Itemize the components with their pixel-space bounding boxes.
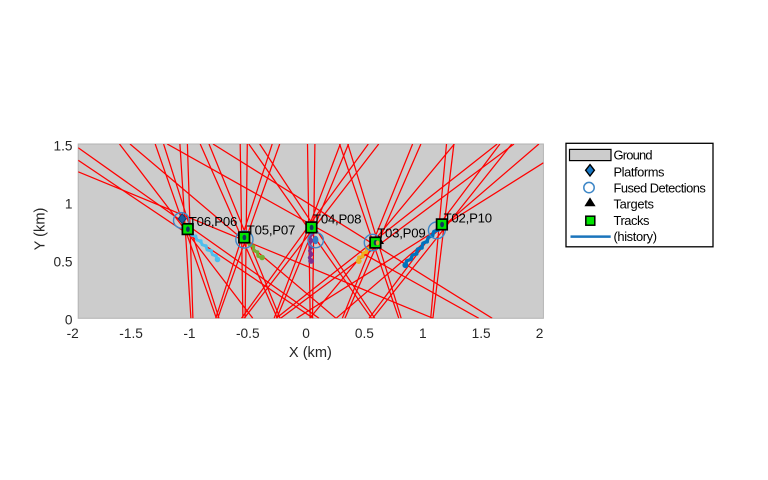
svg-text:0: 0 (302, 326, 310, 341)
svg-text:T06,P06: T06,P06 (189, 214, 238, 229)
svg-text:1: 1 (65, 196, 73, 211)
svg-text:1.5: 1.5 (472, 326, 491, 341)
svg-text:Platforms: Platforms (614, 164, 665, 179)
svg-text:X (km): X (km) (289, 345, 332, 361)
svg-text:-0.5: -0.5 (236, 326, 260, 341)
svg-text:T05,P07: T05,P07 (247, 222, 295, 237)
svg-text:0.5: 0.5 (355, 326, 374, 341)
svg-text:0.5: 0.5 (53, 255, 72, 270)
svg-text:T03,P09: T03,P09 (377, 226, 426, 241)
svg-text:1: 1 (419, 326, 427, 341)
svg-text:Ground: Ground (614, 148, 653, 163)
svg-text:2: 2 (536, 326, 544, 341)
svg-text:1.5: 1.5 (53, 138, 72, 153)
svg-text:-2: -2 (67, 326, 79, 341)
svg-text:Tracks: Tracks (614, 213, 650, 228)
svg-text:Y (km): Y (km) (33, 208, 49, 251)
svg-text:Targets: Targets (614, 197, 655, 212)
svg-text:-1.5: -1.5 (119, 326, 143, 341)
svg-text:(history): (history) (614, 229, 658, 244)
svg-text:T02,P10: T02,P10 (444, 210, 493, 225)
svg-text:T04,P08: T04,P08 (313, 211, 362, 226)
svg-text:0: 0 (65, 313, 73, 328)
svg-text:Fused Detections: Fused Detections (614, 180, 706, 195)
svg-text:-1: -1 (183, 326, 195, 341)
